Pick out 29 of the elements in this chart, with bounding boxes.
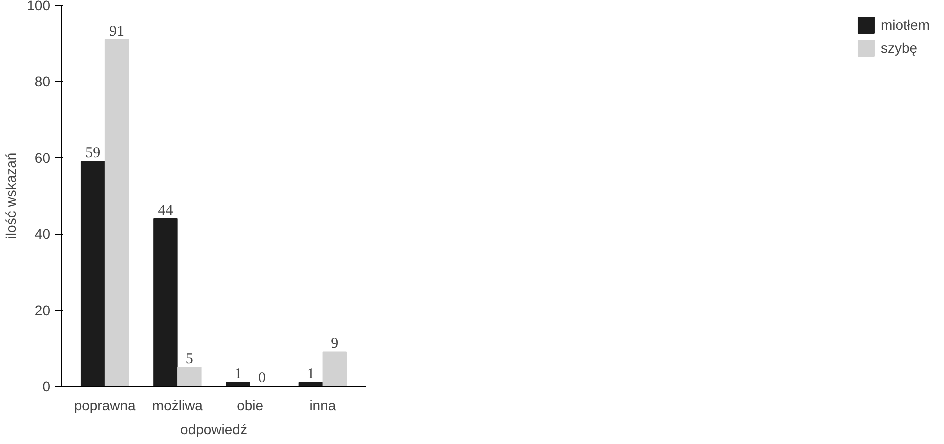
data-label: 1 bbox=[307, 366, 315, 383]
data-label: 59 bbox=[86, 146, 101, 162]
x-tick-label: inna bbox=[310, 398, 336, 414]
bar bbox=[226, 382, 250, 386]
x-tick-label: obie bbox=[237, 398, 264, 414]
x-axis-title: odpowiedź bbox=[180, 422, 248, 438]
y-tick-label: 40 bbox=[34, 226, 51, 242]
bar bbox=[322, 352, 348, 386]
bar bbox=[104, 39, 130, 386]
data-label: 5 bbox=[186, 351, 194, 368]
y-tick-label: 0 bbox=[42, 378, 51, 394]
bar bbox=[178, 366, 202, 386]
y-tick-label: 100 bbox=[27, 0, 51, 14]
bar bbox=[80, 161, 106, 386]
x-tick-label: poprawna bbox=[74, 398, 136, 414]
legend-label: miotłem bbox=[880, 17, 930, 33]
y-axis-title: ilość wskazań bbox=[3, 152, 20, 240]
data-label: 44 bbox=[158, 202, 174, 219]
data-label: 91 bbox=[110, 24, 125, 40]
y-tick-label: 60 bbox=[34, 150, 51, 166]
legend-label: szybę bbox=[880, 40, 918, 56]
data-label: 0 bbox=[258, 370, 266, 386]
data-label: 1 bbox=[234, 366, 242, 383]
y-tick-label: 80 bbox=[34, 74, 51, 90]
bar bbox=[154, 218, 178, 386]
y-tick-label: 20 bbox=[34, 302, 51, 318]
x-tick-label: możliwa bbox=[152, 398, 204, 414]
data-label: 9 bbox=[331, 336, 339, 352]
bar bbox=[298, 382, 324, 386]
